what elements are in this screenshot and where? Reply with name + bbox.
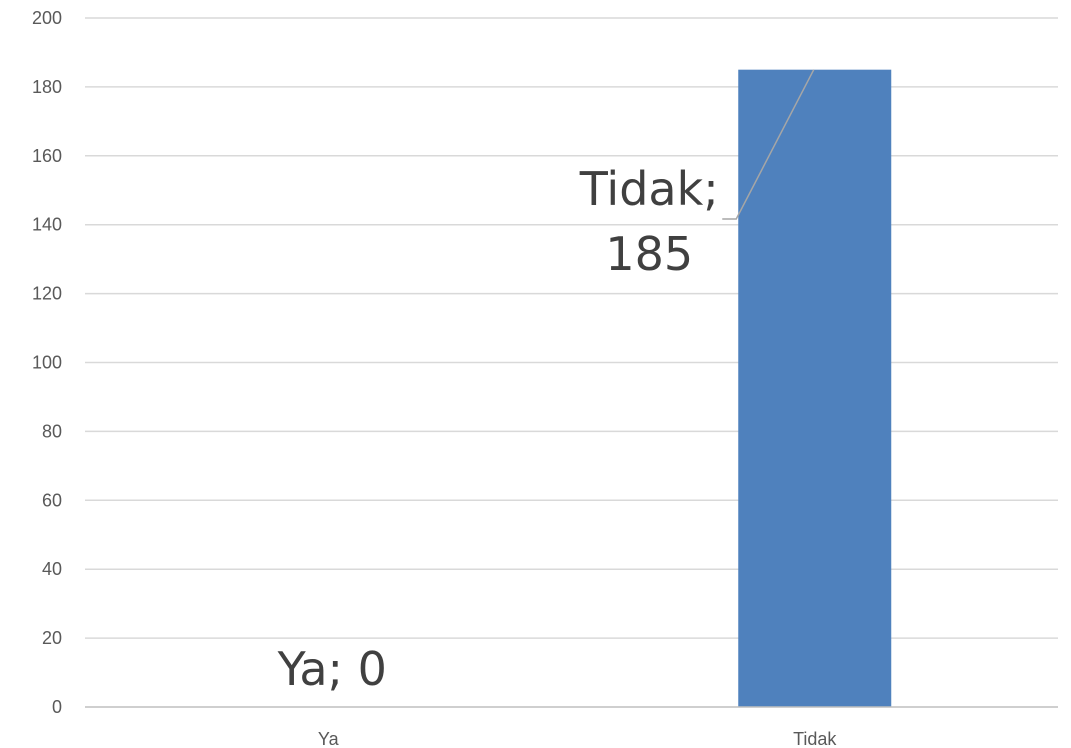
data-label: Ya; 0 [277,642,387,696]
data-label: Tidak; [579,162,719,216]
y-tick-label: 40 [42,559,62,579]
data-labels: Ya; 0 Tidak; 185 [277,69,815,696]
y-tick-label: 100 [32,353,62,373]
gridlines [85,17,1058,639]
data-label: 185 [605,227,693,281]
y-tick-label: 60 [42,490,62,510]
y-tick-label: 120 [32,284,62,304]
y-tick-label: 0 [52,697,62,717]
y-tick-label: 20 [42,628,62,648]
category-labels: Ya Tidak [318,729,838,748]
data-label-leader-line [722,69,815,220]
y-tick-label: 180 [32,77,62,97]
y-axis-ticks: 0 20 40 60 80 100 120 140 160 180 200 [32,8,62,717]
y-tick-label: 200 [32,8,62,28]
category-label: Tidak [793,729,837,748]
bars [738,69,892,708]
category-label: Ya [318,729,340,748]
bar [738,69,892,708]
y-tick-label: 140 [32,215,62,235]
y-tick-label: 160 [32,146,62,166]
y-tick-label: 80 [42,421,62,441]
